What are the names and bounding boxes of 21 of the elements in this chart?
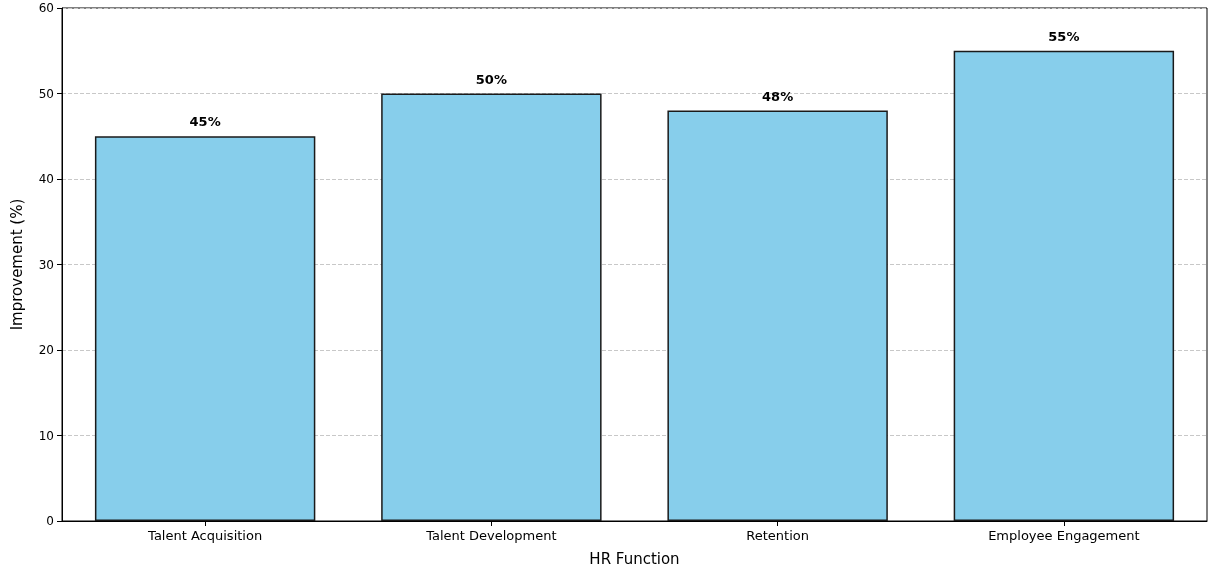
- x-tick-label: Talent Acquisition: [147, 528, 263, 543]
- y-tick-label: 60: [38, 1, 54, 15]
- data-label: 50%: [475, 71, 507, 87]
- y-tick-label: 10: [38, 428, 54, 443]
- bar: [381, 93, 602, 521]
- x-tick-label: Talent Development: [425, 528, 557, 543]
- x-tick-label: Employee Engagement: [988, 528, 1140, 543]
- y-tick-label: 30: [38, 257, 54, 272]
- data-label: 55%: [1048, 28, 1080, 44]
- data-label: 45%: [189, 114, 221, 130]
- x-tick-label: Retention: [746, 528, 809, 543]
- bar: [667, 110, 888, 521]
- y-tick-label: 0: [46, 514, 54, 528]
- bar: [94, 136, 316, 521]
- y-tick-label: 50: [38, 86, 54, 101]
- y-axis-title: Improvement (%): [7, 198, 26, 331]
- data-label: 48%: [762, 88, 794, 104]
- bar: [953, 50, 1175, 521]
- y-tick-label: 20: [38, 343, 54, 357]
- y-tick-label: 40: [38, 172, 54, 186]
- x-axis-title: HR Function: [589, 549, 680, 568]
